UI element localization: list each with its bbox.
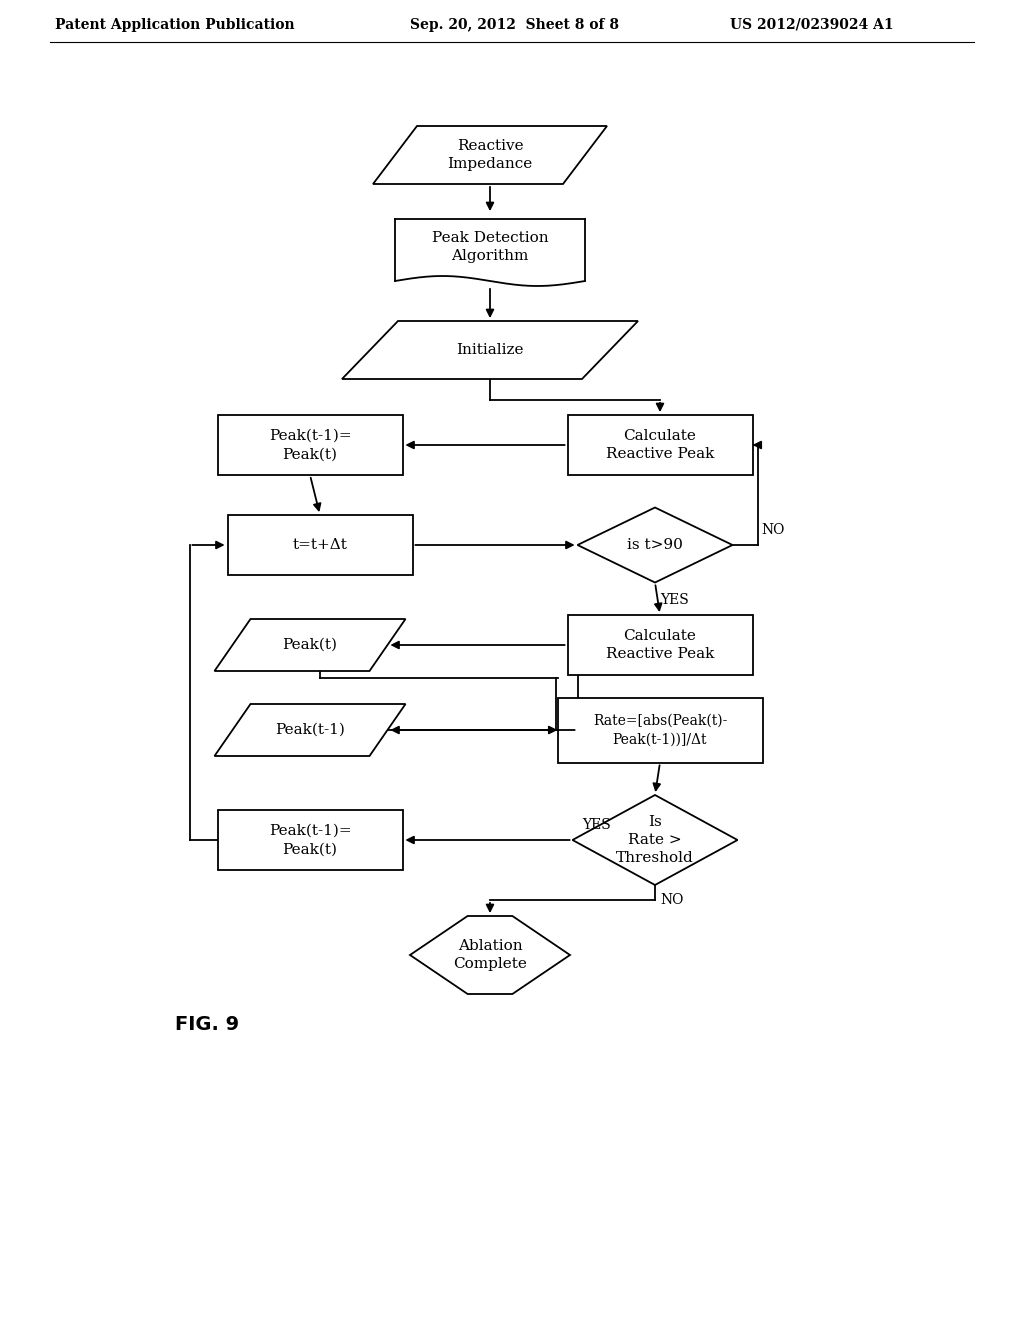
Text: NO: NO xyxy=(660,894,683,907)
Text: YES: YES xyxy=(583,818,611,832)
Polygon shape xyxy=(214,619,406,671)
Polygon shape xyxy=(395,219,585,286)
Text: Calculate
Reactive Peak: Calculate Reactive Peak xyxy=(606,628,714,661)
Text: Rate=[abs(Peak(t)-
Peak(t-1))]/Δt: Rate=[abs(Peak(t)- Peak(t-1))]/Δt xyxy=(593,714,727,746)
Text: Reactive
Impedance: Reactive Impedance xyxy=(447,139,532,172)
Text: Initialize: Initialize xyxy=(457,343,523,356)
Text: t=t+Δt: t=t+Δt xyxy=(293,539,347,552)
Bar xyxy=(227,515,413,576)
Bar xyxy=(557,697,763,763)
Text: NO: NO xyxy=(762,523,784,537)
Polygon shape xyxy=(572,795,737,884)
Bar xyxy=(217,810,402,870)
Polygon shape xyxy=(410,916,570,994)
Text: Peak(t): Peak(t) xyxy=(283,638,338,652)
Polygon shape xyxy=(342,321,638,379)
Polygon shape xyxy=(578,507,732,582)
Bar xyxy=(217,414,402,475)
Text: US 2012/0239024 A1: US 2012/0239024 A1 xyxy=(730,18,894,32)
Text: Peak Detection
Algorithm: Peak Detection Algorithm xyxy=(432,231,548,263)
Bar xyxy=(567,615,753,675)
Bar xyxy=(567,414,753,475)
Text: Peak(t-1)=
Peak(t): Peak(t-1)= Peak(t) xyxy=(268,429,351,461)
Polygon shape xyxy=(214,704,406,756)
Text: Sep. 20, 2012  Sheet 8 of 8: Sep. 20, 2012 Sheet 8 of 8 xyxy=(410,18,618,32)
Text: Ablation
Complete: Ablation Complete xyxy=(453,939,527,972)
Polygon shape xyxy=(373,125,607,183)
Text: is t>90: is t>90 xyxy=(627,539,683,552)
Text: Peak(t-1)=
Peak(t): Peak(t-1)= Peak(t) xyxy=(268,824,351,857)
Text: FIG. 9: FIG. 9 xyxy=(175,1015,240,1035)
Text: Peak(t-1): Peak(t-1) xyxy=(275,723,345,737)
Text: Is
Rate >
Threshold: Is Rate > Threshold xyxy=(616,814,694,866)
Text: Calculate
Reactive Peak: Calculate Reactive Peak xyxy=(606,429,714,461)
Text: YES: YES xyxy=(660,593,689,606)
Text: Patent Application Publication: Patent Application Publication xyxy=(55,18,295,32)
